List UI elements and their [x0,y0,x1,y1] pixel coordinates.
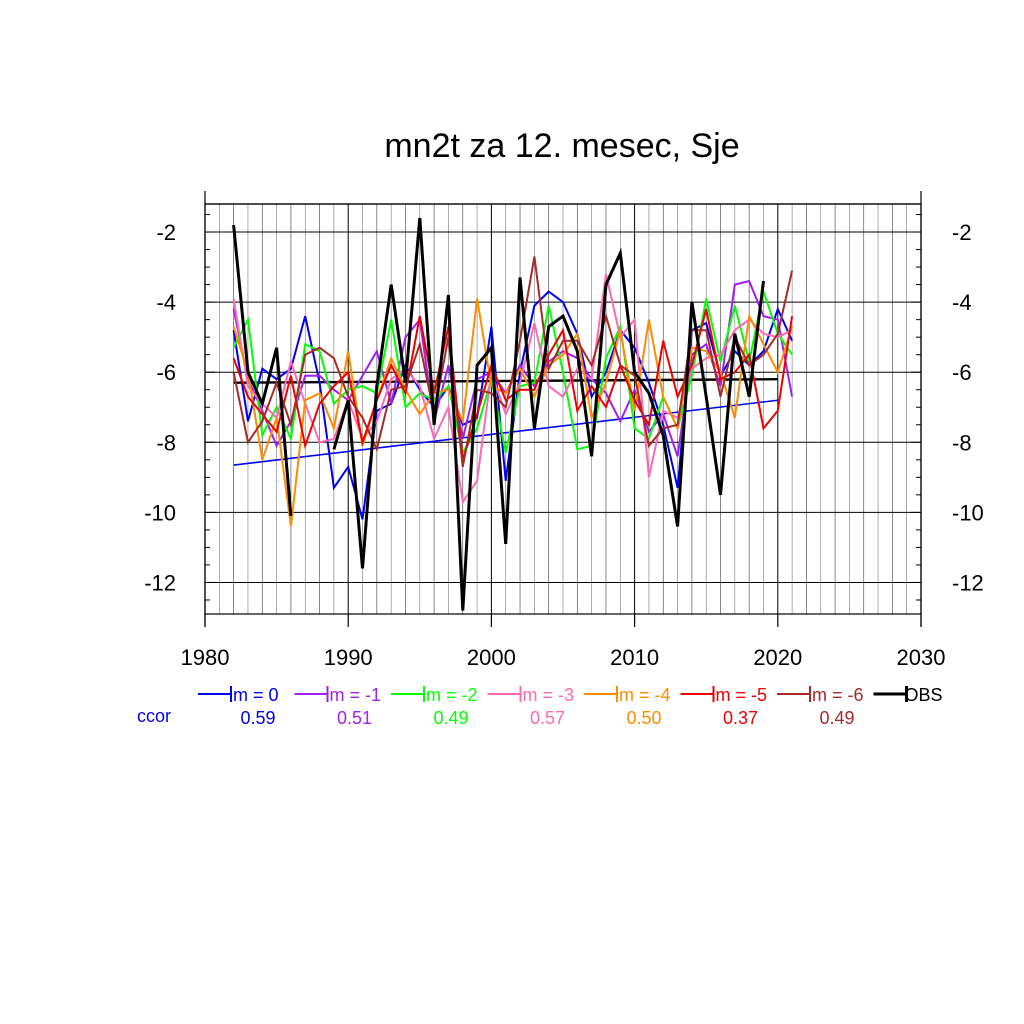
legend-label-lm-1: lm = -1 [326,685,382,705]
x-tick-label: 2030 [897,645,946,670]
y-tick-label-left: -6 [156,360,176,385]
y-tick-label-right: -6 [952,360,972,385]
ccor-value-lm-4: 0.50 [626,708,661,728]
y-tick-label-left: -12 [144,570,176,595]
x-tick-label: 1990 [324,645,373,670]
y-tick-label-right: -12 [952,570,984,595]
ccor-value-lm-3: 0.57 [530,708,565,728]
series-line-lm-6 [232,256,794,467]
legend-label-lm-5: lm = -5 [712,685,768,705]
legend-label-lm-3: lm = -3 [519,685,575,705]
y-tick-label-left: -4 [156,290,176,315]
ccor-label: ccor [137,706,171,726]
ccor-value-lm-2: 0.49 [433,708,468,728]
grid [205,204,921,614]
y-tick-label-right: -8 [952,430,972,455]
x-tick-label: 2010 [610,645,659,670]
ccor-value-lm-1: 0.51 [337,708,372,728]
axes: -2 -2 -4 -4 -6 -6 -8 -8 -10 -10 -12 -12 1980 1990 2000… [144,191,984,670]
y-tick-label-right: -10 [952,500,984,525]
legend-label-lm-6: lm = -6 [808,685,864,705]
ccor-value-lm-0: 0.59 [240,708,275,728]
chart-title: mn2t za 12. mesec, Sje [384,127,739,165]
series-lines [232,217,794,611]
x-tick-label: 2020 [753,645,802,670]
ccor-value-lm-6: 0.49 [819,708,854,728]
legend-label-lm-4: lm = -4 [615,685,671,705]
y-tick-label-right: -4 [952,290,972,315]
trend-line-lm-0 [233,399,778,466]
series-line-obs [232,217,765,611]
y-tick-label-left: -10 [144,500,176,525]
ccor-value-lm-5: 0.37 [723,708,758,728]
legend-label-obs: OBS [905,685,943,705]
y-tick-label-right: -2 [952,220,972,245]
legend-label-lm-0: lm = 0 [229,685,279,705]
legend: ccor lm = 0 0.59 lm = -1 0.51 lm = -2 0.49 lm … [137,685,943,728]
y-tick-label-left: -8 [156,430,176,455]
y-tick-label-left: -2 [156,220,176,245]
legend-label-lm-2: lm = -2 [422,685,478,705]
x-tick-label: 1980 [181,645,230,670]
x-tick-label: 2000 [467,645,516,670]
